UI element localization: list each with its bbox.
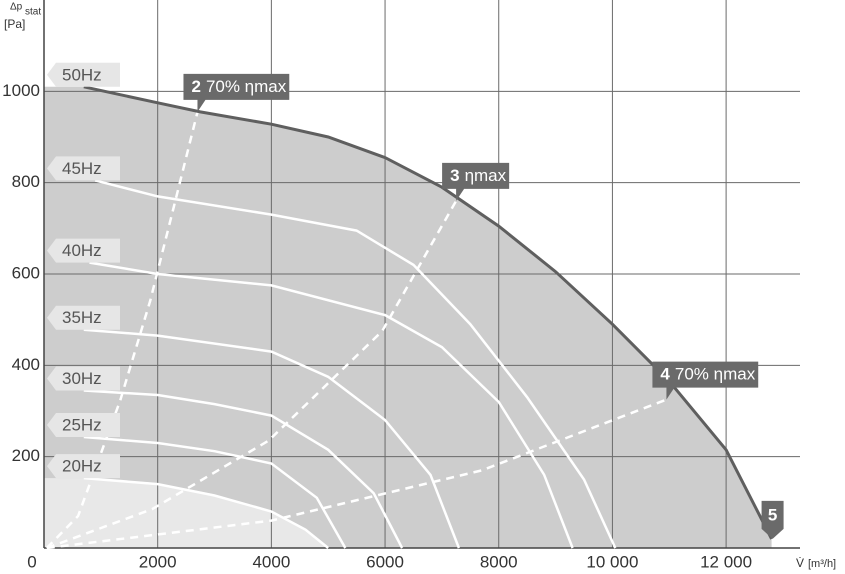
callout-box [652, 361, 759, 400]
efficiency-line [46, 398, 667, 550]
x-tick-label: 0 [27, 552, 36, 571]
efficiency-callout: 4 70% ηmax [652, 361, 759, 400]
x-tick-label: 8000 [480, 552, 518, 571]
callout-label: 70% ηmax [206, 77, 287, 96]
callout-box [442, 162, 510, 201]
speed-curve [83, 476, 329, 549]
speed-tag [47, 305, 120, 330]
efficiency-callout: 2 70% ηmax [183, 73, 290, 112]
callout-label: ηmax [465, 166, 507, 185]
speed-label: 30Hz [62, 369, 102, 388]
x-tick-label: 4000 [252, 552, 290, 571]
speed-label: 20Hz [62, 457, 102, 476]
callout-number: 5 [768, 505, 777, 524]
x-tick-label: 12 000 [700, 552, 752, 571]
callout-number: 2 [191, 77, 200, 96]
y-tick-label: 400 [12, 355, 40, 374]
callout-label: 70% ηmax [675, 365, 756, 384]
y-tick-label: 800 [12, 172, 40, 191]
efficiency-callout: 3 ηmax [442, 162, 510, 201]
low-speed-area [44, 478, 329, 548]
callout-text: 3 ηmax [450, 166, 507, 185]
x-tick-label: 10 000 [586, 552, 638, 571]
y-label-symbol: Δp [10, 2, 23, 13]
speed-tag [47, 366, 120, 391]
end-callout: 5 [761, 500, 784, 539]
callout-text: 4 70% ηmax [660, 365, 755, 384]
y-tick-label: 1000 [2, 81, 40, 100]
y-tick-label: 600 [12, 263, 40, 282]
speed-label: 25Hz [62, 416, 102, 435]
speed-label: 45Hz [62, 159, 102, 178]
speed-curve [89, 261, 574, 549]
speed-label: 40Hz [62, 241, 102, 260]
y-label-subscript: stat [25, 7, 41, 18]
callout-box [761, 500, 784, 539]
operating-area [44, 86, 772, 549]
x-label-symbol: V̇ [796, 556, 804, 570]
callout-text: 2 70% ηmax [191, 77, 286, 96]
callout-number: 3 [450, 166, 459, 185]
x-tick-label: 6000 [366, 552, 404, 571]
y-tick-label: 200 [12, 446, 40, 465]
speed-tag [47, 156, 120, 181]
x-label-unit: [m³/h] [808, 558, 836, 570]
speed-curve [94, 179, 617, 549]
speed-curve [83, 389, 404, 549]
efficiency-line [46, 200, 458, 550]
speed-tag [47, 454, 120, 479]
callout-box [183, 73, 290, 112]
speed-tag [47, 238, 120, 263]
x-tick-label: 2000 [139, 552, 177, 571]
speed-curve [83, 435, 347, 549]
y-label-unit: [Pa] [4, 17, 25, 31]
speed-label: 50Hz [62, 65, 102, 84]
speed-tag [47, 413, 120, 438]
speed-label: 35Hz [62, 308, 102, 327]
speed-tag [47, 62, 120, 87]
callout-number: 4 [660, 365, 670, 384]
speed-curve [83, 328, 461, 549]
